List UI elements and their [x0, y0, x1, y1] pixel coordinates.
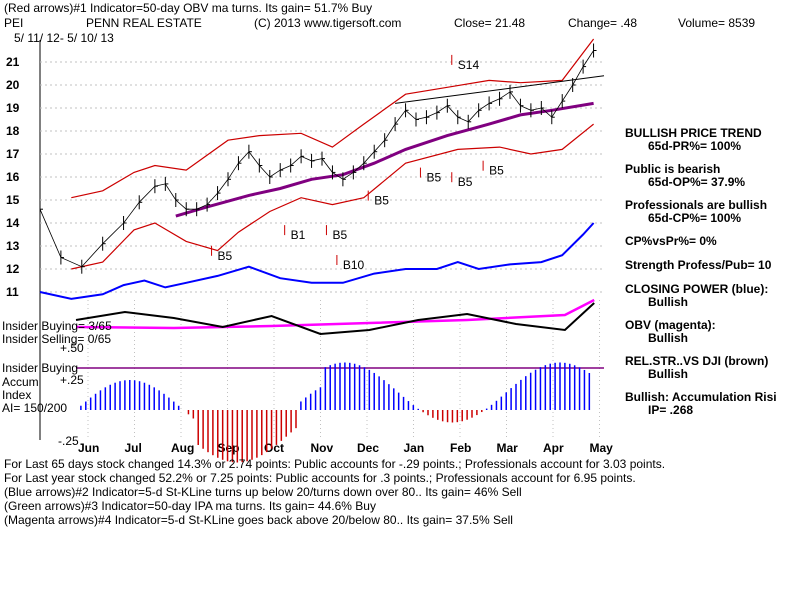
price-tick-label: 11 [6, 285, 19, 299]
date-range: 5/ 11/ 12- 5/ 10/ 13 [14, 31, 114, 45]
price-tick-label: 21 [6, 55, 20, 69]
side-panel-value: 65d-PR%= 100% [648, 139, 741, 153]
side-panel-label: CP%vsPr%= 0% [625, 234, 717, 248]
close-value: Close= 21.48 [454, 16, 525, 30]
signal-label: B1 [291, 228, 306, 242]
company-name: PENN REAL ESTATE [86, 16, 202, 30]
price-tick-label: 19 [6, 101, 20, 115]
side-panel-value: Bullish [648, 367, 688, 381]
month-label: Jun [78, 441, 99, 455]
side-panel-label: REL.STR..VS DJI (brown) [625, 354, 768, 368]
month-label: Dec [357, 441, 379, 455]
lower-band-line [71, 123, 594, 270]
side-panel-label: Strength Profess/Pub= 10 [625, 258, 772, 272]
signal-label: B5 [489, 164, 504, 178]
side-panel-value: IP= .268 [648, 403, 693, 417]
insider-buying-label-2: Insider Buying [2, 361, 78, 375]
trend-line [395, 75, 605, 104]
indicator-panel [75, 298, 604, 463]
footer-line: For Last 65 days stock changed 14.3% or … [4, 457, 665, 471]
change-value: Change= .48 [568, 16, 637, 30]
footer-line: (Magenta arrows)#4 Indicator=5-d St-KLin… [4, 513, 513, 527]
obv-line [75, 298, 595, 330]
footer-line: (Green arrows)#3 Indicator=50-day IPA ma… [4, 499, 376, 513]
side-panel-label: Professionals are bullish [625, 198, 767, 212]
rel-strength-line [75, 302, 595, 336]
price-tick-label: 17 [6, 147, 20, 161]
price-axis: 11 12 13 14 15 16 17 18 19 20 21 [6, 55, 20, 299]
price-tick-label: 16 [6, 170, 20, 184]
price-tick-label: 14 [6, 216, 20, 230]
month-label: Apr [543, 441, 564, 455]
month-label: Sep [218, 441, 240, 455]
copyright: (C) 2013 www.tigersoft.com [254, 16, 401, 30]
upper-band-line [71, 38, 595, 199]
month-label: Feb [450, 441, 471, 455]
signal-label: B5 [218, 249, 233, 263]
ticker: PEI [4, 16, 23, 30]
month-label: Mar [497, 441, 519, 455]
tick-m25: -.25 [58, 434, 79, 448]
price-tick-label: 15 [6, 193, 20, 207]
price-line [39, 50, 594, 268]
price-tick-label: 20 [6, 78, 20, 92]
month-label: Oct [264, 441, 284, 455]
signal-label: B5 [332, 228, 347, 242]
insider-buying-label: Insider Buying= 3/65 [2, 319, 112, 333]
side-panel-label: CLOSING POWER (blue): [625, 282, 768, 296]
side-panel-value: Bullish [648, 295, 688, 309]
side-panel-label: Public is bearish [625, 162, 720, 176]
tick-p50: +.50 [60, 341, 84, 355]
signal-label: B10 [343, 258, 365, 272]
month-label: Jul [125, 441, 142, 455]
price-tick-label: 13 [6, 239, 20, 253]
signal-label: B5 [426, 171, 441, 185]
side-panel-label: BULLISH PRICE TREND [625, 126, 762, 140]
index-label: Index [2, 388, 31, 402]
insider-selling-label: Insider Selling= 0/65 [2, 332, 111, 346]
signal-label: S14 [458, 58, 480, 72]
price-series-group [39, 38, 605, 300]
price-tick-label: 12 [6, 262, 20, 276]
price-tick-label: 18 [6, 124, 20, 138]
footer-notes: For Last 65 days stock changed 14.3% or … [4, 457, 665, 527]
side-panel-label: Bullish: Accumulation Risi [625, 390, 777, 404]
closing-power-line [39, 222, 595, 300]
volume-value: Volume= 8539 [678, 16, 755, 30]
month-label: May [590, 441, 614, 455]
signal-label: B5 [458, 175, 473, 189]
side-panel-value: Bullish [648, 331, 688, 345]
side-panel-value: 65d-CP%= 100% [648, 211, 741, 225]
footer-line: (Blue arrows)#2 Indicator=5-d St-KLine t… [4, 485, 522, 499]
month-label: Jan [404, 441, 425, 455]
side-panel-label: OBV (magenta): [625, 318, 716, 332]
month-axis: Jun Jul Aug Sep Oct Nov Dec Jan Feb Mar Apr May [78, 441, 613, 455]
side-panel-value: 65d-OP%= 37.9% [648, 175, 745, 189]
footer-line: For Last year stock changed 52.2% or 7.2… [4, 471, 636, 485]
moving-average-line [175, 101, 594, 218]
month-label: Aug [171, 441, 194, 455]
signal-labels: S14 B1 B5 B5 B5 B5 B5 B5 B10 [211, 54, 504, 272]
signal-label: B5 [374, 194, 389, 208]
tick-p25: +.25 [60, 373, 84, 387]
month-label: Nov [311, 441, 334, 455]
header-line1: (Red arrows)#1 Indicator=50-day OBV ma t… [4, 1, 372, 15]
accum-label: Accum [2, 375, 39, 389]
ai-label: AI= 150/200 [2, 401, 67, 415]
